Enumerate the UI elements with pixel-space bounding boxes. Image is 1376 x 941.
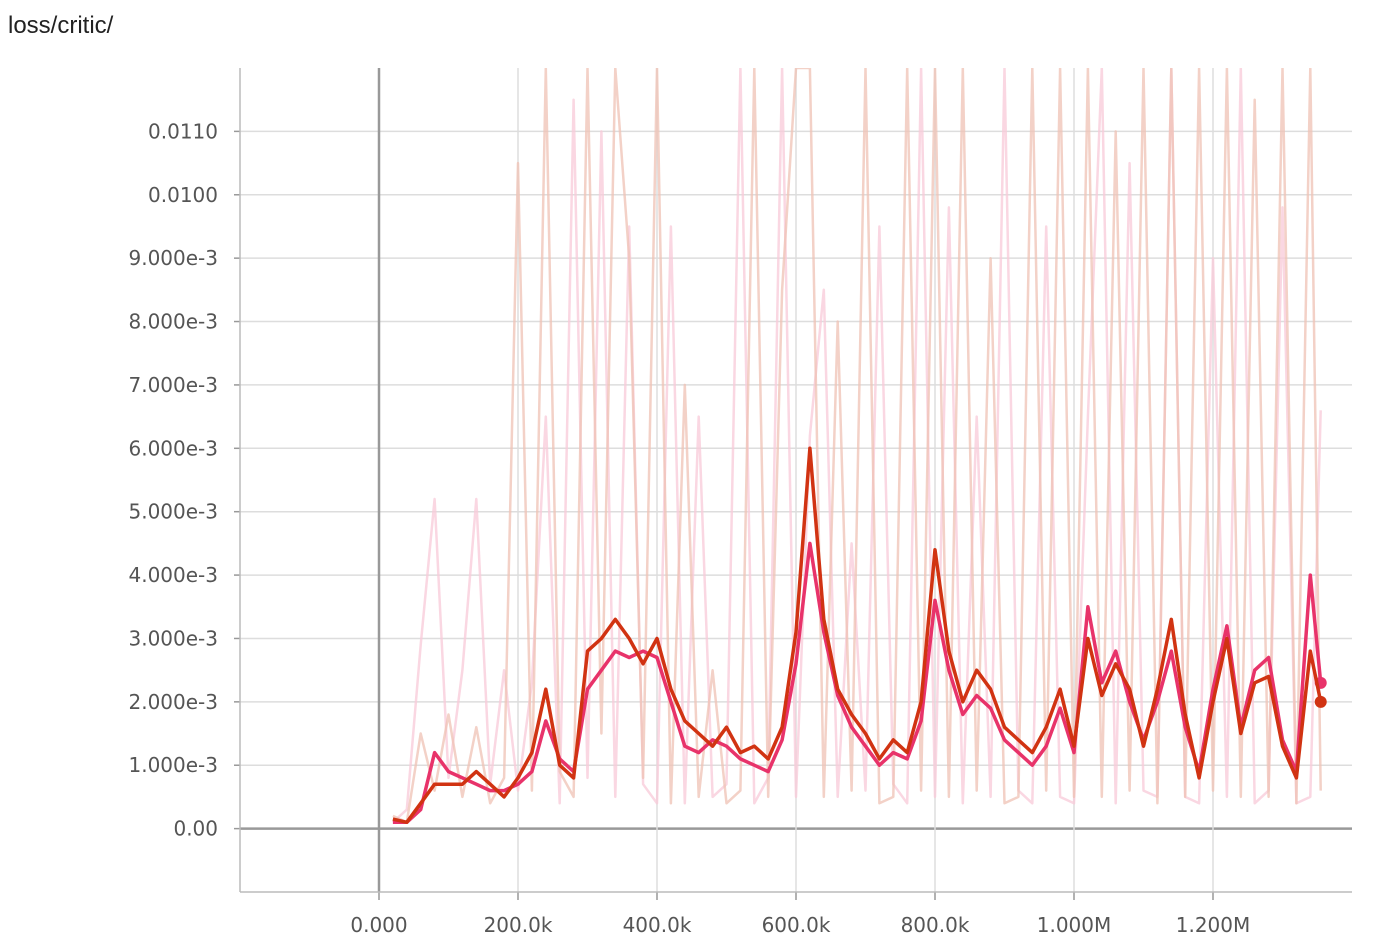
x-tick-label: 1.000M bbox=[1037, 913, 1112, 937]
y-tick-label: 7.000e-3 bbox=[128, 373, 218, 397]
plot-area bbox=[392, 68, 1327, 825]
y-tick-label: 3.000e-3 bbox=[128, 626, 218, 650]
y-tick-label: 8.000e-3 bbox=[128, 310, 218, 334]
x-tick-label: 1.200M bbox=[1176, 913, 1251, 937]
y-tick-label: 9.000e-3 bbox=[128, 246, 218, 270]
y-tick-label: 5.000e-3 bbox=[128, 500, 218, 524]
end-point bbox=[1314, 695, 1327, 708]
y-tick-label: 2.000e-3 bbox=[128, 690, 218, 714]
series-line bbox=[392, 68, 1322, 824]
axes: 0.00 1.000e-3 2.000e-3 3.000e-3 4.000e-3 5.00… bbox=[128, 68, 1352, 937]
x-tick-label: 400.0k bbox=[623, 913, 692, 937]
y-tick-label: 6.000e-3 bbox=[128, 436, 218, 460]
x-tick-label: 800.0k bbox=[901, 913, 970, 937]
y-tick-label: 0.0110 bbox=[148, 119, 218, 143]
x-tick-label: 0.000 bbox=[350, 913, 407, 937]
x-tick-label: 600.0k bbox=[762, 913, 831, 937]
chart-title: loss/critic/ bbox=[8, 12, 114, 39]
x-tick-label: 200.0k bbox=[484, 913, 553, 937]
series-line bbox=[392, 541, 1323, 825]
y-tick-label: 0.0100 bbox=[148, 183, 218, 207]
series-line bbox=[392, 446, 1323, 825]
y-tick-label: 0.00 bbox=[173, 817, 218, 841]
y-tick-label: 1.000e-3 bbox=[128, 753, 218, 777]
y-tick-label: 4.000e-3 bbox=[128, 563, 218, 587]
